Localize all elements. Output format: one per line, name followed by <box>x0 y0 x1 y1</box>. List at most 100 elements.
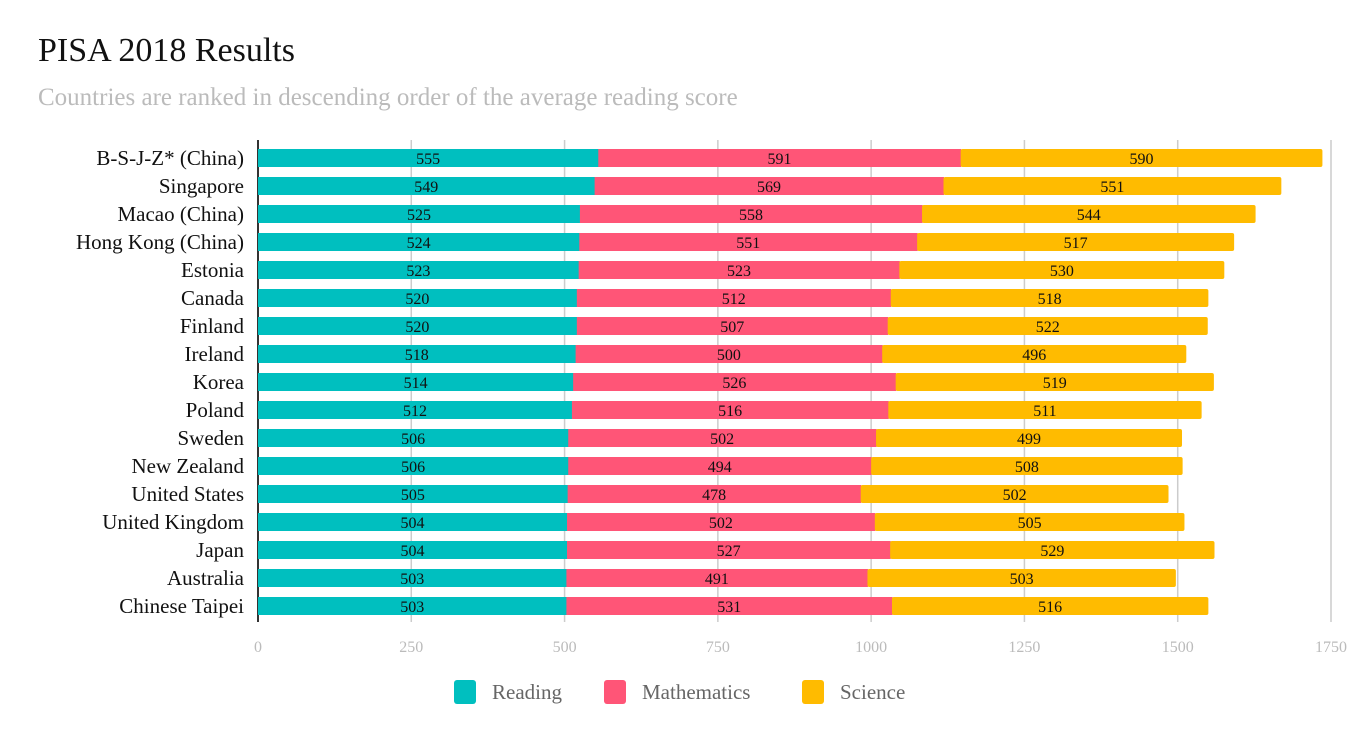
bar-segment-mathematics <box>568 429 877 447</box>
category-label: Japan <box>196 538 244 562</box>
data-label: 526 <box>722 375 746 392</box>
data-label: 544 <box>1077 207 1101 224</box>
x-tick-label: 750 <box>706 639 730 656</box>
legend-label: Reading <box>492 680 562 704</box>
bar-segment-reading <box>258 541 568 559</box>
bar-segment-mathematics <box>567 513 876 531</box>
bar-segment-science <box>922 205 1256 223</box>
bar-segment-mathematics <box>576 317 889 335</box>
bar-segment-mathematics <box>567 485 862 503</box>
bar-segment-science <box>888 401 1202 419</box>
bar-segment-reading <box>258 261 580 279</box>
data-label: 522 <box>1036 319 1060 336</box>
bar-segment-reading <box>258 569 567 587</box>
bar-segment-science <box>871 457 1183 475</box>
data-label: 525 <box>407 207 431 224</box>
data-label: 569 <box>757 179 781 196</box>
legend-swatch-science <box>802 680 824 704</box>
bar-segment-reading <box>258 373 574 391</box>
bar-segment-science <box>887 317 1208 335</box>
data-label: 511 <box>1033 403 1056 420</box>
data-label: 523 <box>406 263 430 280</box>
legend-swatch-mathematics <box>604 680 626 704</box>
bar-segment-reading <box>258 485 569 503</box>
data-label: 512 <box>722 291 746 308</box>
category-label: Chinese Taipei <box>119 594 244 618</box>
legend-label: Science <box>840 680 905 704</box>
data-label: 516 <box>718 403 742 420</box>
data-label: 514 <box>404 375 428 392</box>
data-label: 524 <box>407 235 431 252</box>
data-label: 504 <box>401 515 425 532</box>
x-tick-label: 500 <box>553 639 577 656</box>
x-tick-label: 0 <box>254 639 262 656</box>
bar-segment-reading <box>258 597 567 615</box>
category-label: Finland <box>180 314 245 338</box>
category-label: United Kingdom <box>102 510 244 534</box>
bar-segment-science <box>867 569 1176 587</box>
bar-segment-mathematics <box>594 177 944 195</box>
data-label: 504 <box>401 543 425 560</box>
bar-segment-reading <box>258 205 581 223</box>
data-label: 558 <box>739 207 763 224</box>
bar-segment-mathematics <box>571 401 889 419</box>
bar-segment-reading <box>258 289 578 307</box>
bar-segment-reading <box>258 401 573 419</box>
category-label: Estonia <box>181 258 245 282</box>
data-label: 506 <box>401 459 425 476</box>
bar-segment-mathematics <box>573 373 897 391</box>
category-label: Hong Kong (China) <box>76 230 244 254</box>
bar-segment-reading <box>258 513 568 531</box>
data-label: 555 <box>416 151 440 168</box>
bar-segment-mathematics <box>568 457 872 475</box>
legend-label: Mathematics <box>642 680 750 704</box>
category-label: Korea <box>193 370 245 394</box>
data-label: 529 <box>1040 543 1064 560</box>
category-label: New Zealand <box>131 454 244 478</box>
data-label: 505 <box>1018 515 1042 532</box>
category-label: United States <box>131 482 244 506</box>
bar-segment-science <box>891 597 1209 615</box>
data-label: 518 <box>1038 291 1062 308</box>
x-tick-label: 1000 <box>855 639 887 656</box>
data-label: 523 <box>727 263 751 280</box>
category-label: B-S-J-Z* (China) <box>96 146 244 170</box>
data-label: 505 <box>401 487 425 504</box>
bar-segment-science <box>890 289 1209 307</box>
bar-segment-mathematics <box>579 233 918 251</box>
data-label: 551 <box>736 235 760 252</box>
data-label: 503 <box>1010 571 1034 588</box>
data-label: 478 <box>702 487 726 504</box>
data-label: 527 <box>717 543 741 560</box>
data-label: 519 <box>1043 375 1067 392</box>
bar-segment-reading <box>258 345 577 363</box>
bar-segment-mathematics <box>576 289 892 307</box>
data-label: 530 <box>1050 263 1074 280</box>
bar-segment-mathematics <box>566 597 893 615</box>
bar-segment-mathematics <box>567 541 891 559</box>
bar-segment-reading <box>258 233 580 251</box>
data-label: 503 <box>400 571 424 588</box>
category-label: Macao (China) <box>117 202 244 226</box>
data-label: 551 <box>1100 179 1124 196</box>
data-label: 499 <box>1017 431 1041 448</box>
chart-subtitle: Countries are ranked in descending order… <box>38 84 738 111</box>
category-label: Sweden <box>178 426 245 450</box>
bar-segment-mathematics <box>579 205 923 223</box>
data-label: 491 <box>705 571 729 588</box>
data-label: 500 <box>717 347 741 364</box>
bar-segment-reading <box>258 177 596 195</box>
data-label: 590 <box>1130 151 1154 168</box>
bar-segment-science <box>876 429 1183 447</box>
data-label: 512 <box>403 403 427 420</box>
bar-segment-science <box>960 149 1323 167</box>
legend-swatch-reading <box>454 680 476 704</box>
bar-segment-science <box>874 513 1185 531</box>
bar-segment-mathematics <box>598 149 962 167</box>
bar-segment-reading <box>258 429 569 447</box>
data-label: 506 <box>401 431 425 448</box>
category-label: Singapore <box>159 174 244 198</box>
bar-segment-science <box>899 261 1225 279</box>
data-label: 494 <box>708 459 732 476</box>
category-label: Ireland <box>185 342 245 366</box>
